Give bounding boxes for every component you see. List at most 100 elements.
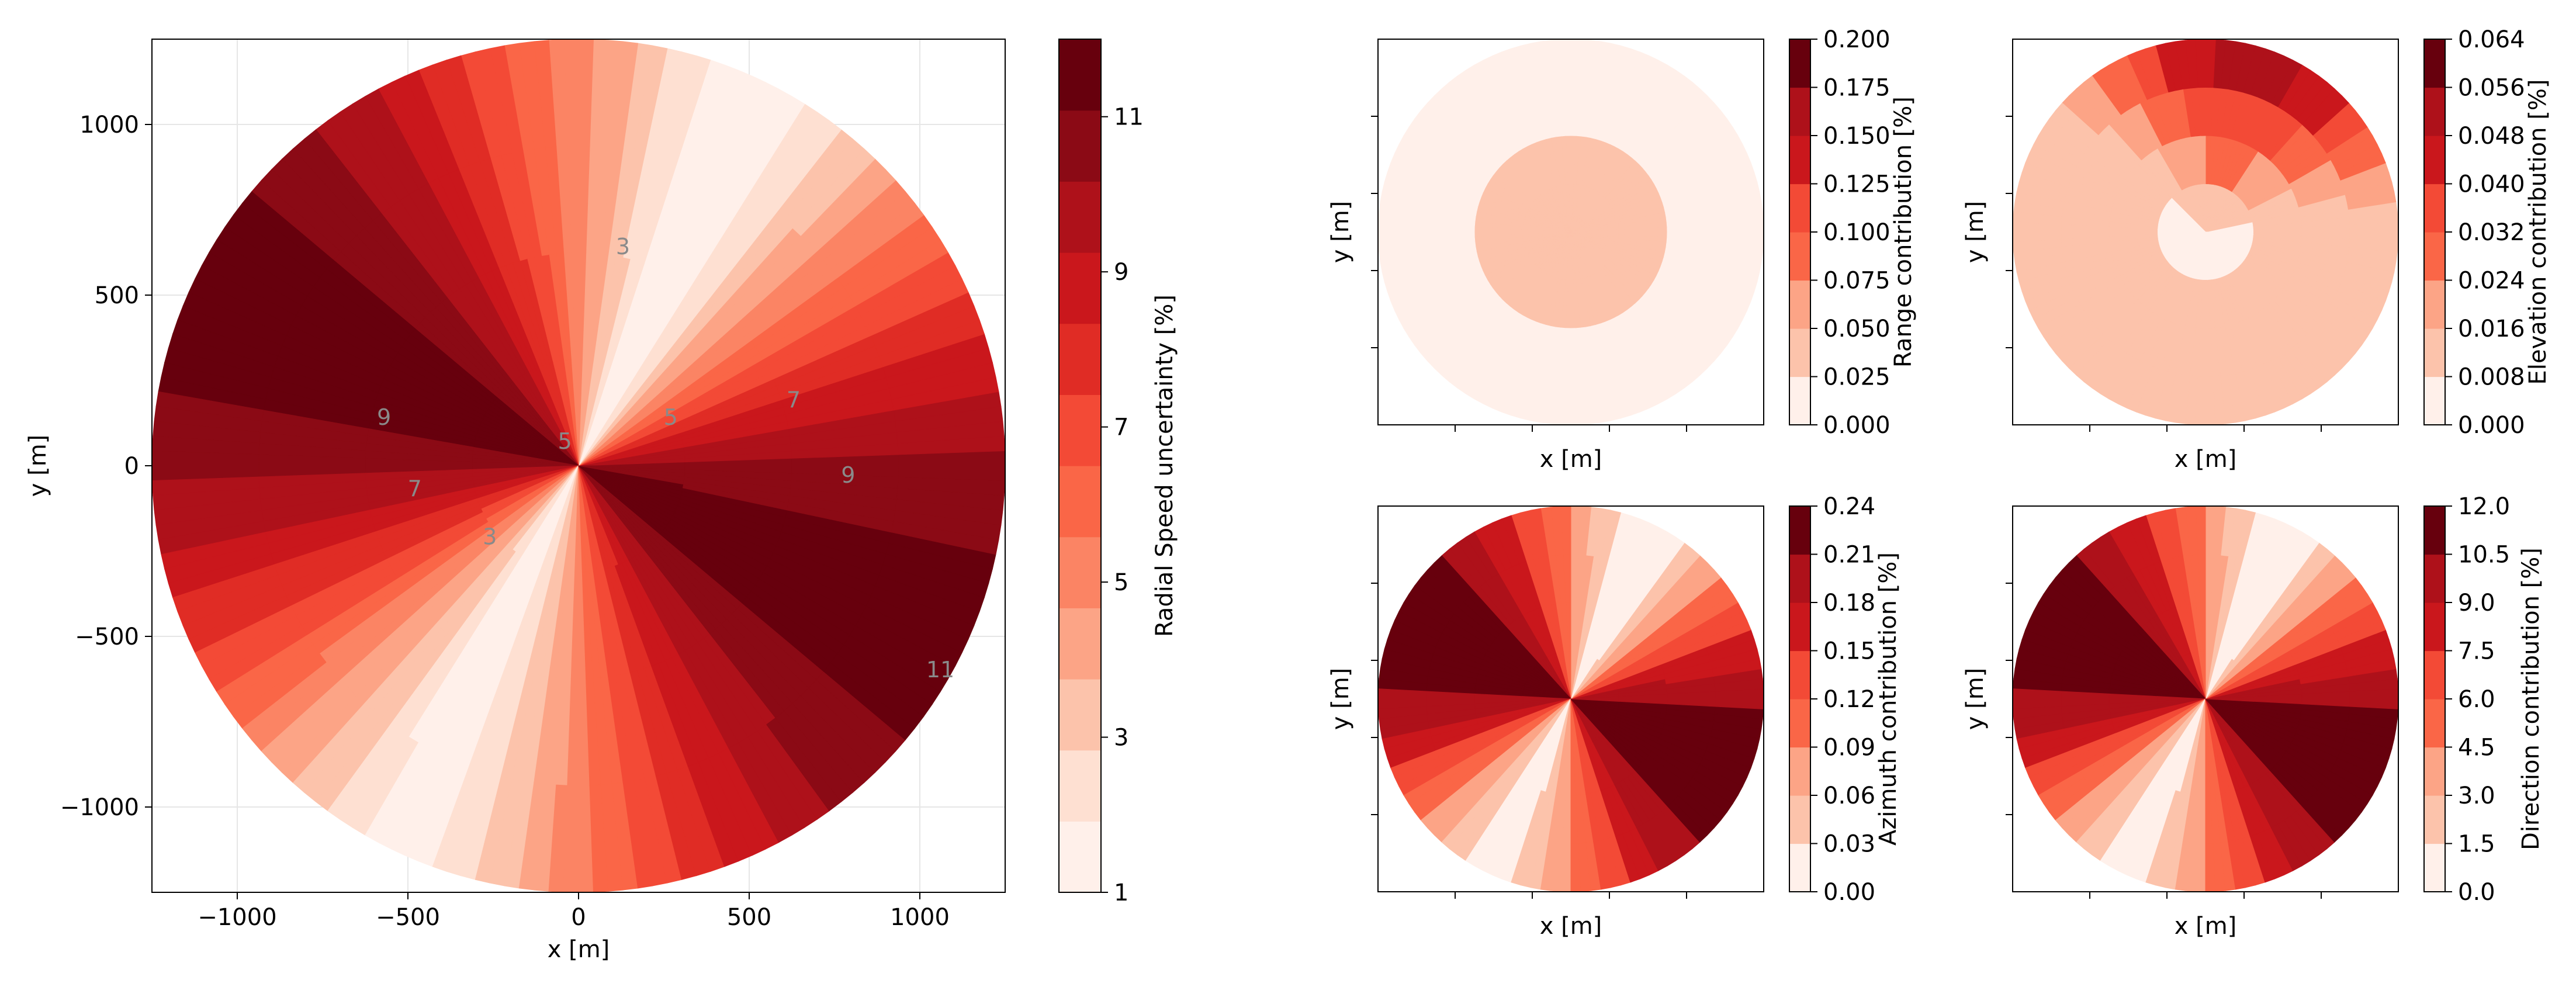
direction-colorbar-tick-label: 3.0 bbox=[2458, 782, 2495, 809]
main-x-ticks: −1000 −500 0 500 1000 bbox=[198, 892, 950, 931]
elevation-colorbar-tick-label: 0.008 bbox=[2458, 364, 2525, 391]
main-colorbar-band bbox=[1059, 466, 1101, 538]
range-colorbar-tick-label: 0.025 bbox=[1823, 364, 1891, 391]
range-contour-field bbox=[1377, 39, 1764, 425]
direction-colorbar-tick-label: 1.5 bbox=[2458, 831, 2495, 858]
azimuth-colorbar-tick-label: 0.24 bbox=[1823, 493, 1875, 520]
direction-x-axis-label: x [m] bbox=[2175, 913, 2237, 940]
main-x-axis-label: x [m] bbox=[548, 936, 610, 963]
main-y-ticks: −1000 −500 0 500 1000 bbox=[60, 112, 152, 821]
contour-labels: 3 9 5 5 7 7 9 3 11 bbox=[377, 234, 954, 683]
range-colorbar-band bbox=[1789, 376, 1810, 425]
direction-colorbar-tick-label: 10.5 bbox=[2458, 542, 2510, 569]
azimuth-colorbar-tick-label: 0.15 bbox=[1823, 638, 1875, 665]
main-y-axis-label: y [m] bbox=[25, 435, 51, 497]
range-colorbar-tick-label: 0.000 bbox=[1823, 412, 1891, 439]
direction-contribution-plot: x [m] y [m] bbox=[1962, 505, 2399, 940]
range-colorbar: 0.000 0.025 0.050 0.075 0.100 0.125 0.150 0.175… bbox=[1789, 26, 1917, 439]
contour-label: 11 bbox=[926, 657, 954, 683]
azimuth-colorbar-band bbox=[1789, 843, 1810, 892]
main-y-tick-label: 0 bbox=[124, 453, 139, 480]
range-colorbar-tick-label: 0.200 bbox=[1823, 26, 1891, 53]
azimuth-y-axis-label: y [m] bbox=[1327, 668, 1354, 730]
elevation-colorbar-tick-label: 0.016 bbox=[2458, 316, 2525, 342]
azimuth-colorbar-tick-label: 0.09 bbox=[1823, 735, 1875, 761]
elevation-colorbar-band bbox=[2424, 328, 2445, 378]
direction-contour-field bbox=[2012, 505, 2399, 892]
range-y-axis-label: y [m] bbox=[1327, 201, 1354, 264]
main-colorbar-tick-label: 11 bbox=[1114, 104, 1144, 131]
elevation-colorbar-tick-label: 0.032 bbox=[2458, 219, 2525, 246]
main-x-tick-label: −500 bbox=[376, 904, 440, 931]
direction-colorbar: 0.0 1.5 3.0 4.5 6.0 7.5 9.0 10.5 12.0 Direction c… bbox=[2423, 493, 2544, 906]
main-colorbar-band bbox=[1059, 821, 1101, 893]
range-colorbar-band bbox=[1789, 280, 1810, 329]
direction-colorbar-tick-label: 12.0 bbox=[2458, 493, 2510, 520]
contour-label: 9 bbox=[377, 404, 391, 430]
direction-colorbar-tick-label: 9.0 bbox=[2458, 590, 2495, 617]
main-colorbar-band bbox=[1059, 536, 1101, 608]
elevation-ticks bbox=[2006, 116, 2322, 432]
direction-axes-frame bbox=[2012, 505, 2399, 892]
main-colorbar: 1 3 5 7 9 11 Radial Speed uncertainty [%] bbox=[1058, 39, 1178, 906]
direction-colorbar-band bbox=[2424, 554, 2445, 603]
main-colorbar-tick-label: 3 bbox=[1114, 725, 1128, 751]
main-x-tick-label: 0 bbox=[571, 904, 586, 931]
range-contribution-plot: x [m] y [m] bbox=[1327, 39, 1764, 473]
azimuth-colorbar-label: Azimuth contribution [%] bbox=[1875, 552, 1902, 846]
elevation-colorbar-band bbox=[2424, 136, 2445, 185]
elevation-colorbar-band bbox=[2424, 183, 2445, 233]
contour-label: 7 bbox=[408, 476, 422, 502]
range-colorbar-band bbox=[1789, 136, 1810, 185]
azimuth-colorbar-tick-label: 0.03 bbox=[1823, 831, 1875, 858]
contour-label: 3 bbox=[483, 524, 497, 549]
main-colorbar-band bbox=[1059, 750, 1101, 822]
main-colorbar-tick-label: 7 bbox=[1114, 414, 1128, 441]
direction-colorbar-band bbox=[2424, 506, 2445, 555]
azimuth-colorbar: 0.00 0.03 0.06 0.09 0.12 0.15 0.18 0.21 0.24 Azim… bbox=[1789, 493, 1902, 906]
direction-colorbar-band bbox=[2424, 843, 2445, 892]
main-colorbar-band bbox=[1059, 394, 1101, 466]
main-colorbar-band bbox=[1059, 252, 1101, 324]
main-y-tick-label: −500 bbox=[75, 624, 139, 650]
azimuth-colorbar-tick-label: 0.06 bbox=[1823, 782, 1875, 809]
direction-colorbar-tick-label: 7.5 bbox=[2458, 638, 2495, 665]
range-colorbar-tick-label: 0.075 bbox=[1823, 268, 1891, 295]
main-colorbar-label: Radial Speed uncertainty [%] bbox=[1151, 295, 1178, 637]
elevation-colorbar-tick-label: 0.048 bbox=[2458, 123, 2525, 150]
azimuth-colorbar-tick-label: 0.00 bbox=[1823, 879, 1875, 906]
azimuth-x-axis-label: x [m] bbox=[1540, 913, 1602, 940]
direction-colorbar-band bbox=[2424, 650, 2445, 699]
main-x-tick-label: −1000 bbox=[198, 904, 276, 931]
direction-y-axis-label: y [m] bbox=[1962, 668, 1989, 730]
main-colorbar-frame bbox=[1058, 39, 1102, 893]
contour-label: 5 bbox=[664, 404, 678, 430]
main-colorbar-band bbox=[1059, 110, 1101, 182]
elevation-axes-frame bbox=[2012, 39, 2399, 425]
range-colorbar-tick-label: 0.125 bbox=[1823, 171, 1891, 198]
azimuth-colorbar-band bbox=[1789, 795, 1810, 844]
elevation-colorbar-tick-label: 0.024 bbox=[2458, 268, 2525, 295]
elevation-colorbar-label: Elevation contribution [%] bbox=[2525, 79, 2551, 385]
main-colorbar-band bbox=[1059, 679, 1101, 751]
elevation-colorbar-band bbox=[2424, 39, 2445, 88]
main-x-tick-label: 500 bbox=[727, 904, 771, 931]
direction-colorbar-label: Direction contribution [%] bbox=[2518, 548, 2544, 850]
elevation-colorbar-tick-label: 0.000 bbox=[2458, 412, 2525, 439]
azimuth-contribution-plot: x [m] y [m] bbox=[1327, 505, 1764, 940]
direction-ticks bbox=[2006, 583, 2322, 899]
elevation-colorbar: 0.000 0.008 0.016 0.024 0.032 0.040 0.048 0.056… bbox=[2423, 26, 2551, 439]
elevation-contribution-plot: x [m] y [m] bbox=[1962, 39, 2399, 473]
direction-colorbar-band bbox=[2424, 699, 2445, 748]
range-colorbar-label: Range contribution [%] bbox=[1890, 96, 1917, 368]
range-colorbar-tick-label: 0.100 bbox=[1823, 219, 1891, 246]
direction-colorbar-band bbox=[2424, 747, 2445, 796]
elevation-x-axis-label: x [m] bbox=[2175, 446, 2237, 473]
elevation-colorbar-tick-label: 0.040 bbox=[2458, 171, 2525, 198]
range-ticks bbox=[1371, 116, 1687, 432]
main-x-tick-label: 1000 bbox=[890, 904, 950, 931]
elevation-colorbar-band bbox=[2424, 280, 2445, 329]
azimuth-colorbar-band bbox=[1789, 747, 1810, 796]
radial-speed-uncertainty-plot: 3 9 5 5 7 7 9 3 11 −1000 −500 0 500 1000 −1000 −500 0 5… bbox=[25, 39, 1006, 963]
main-colorbar-band bbox=[1059, 181, 1101, 253]
